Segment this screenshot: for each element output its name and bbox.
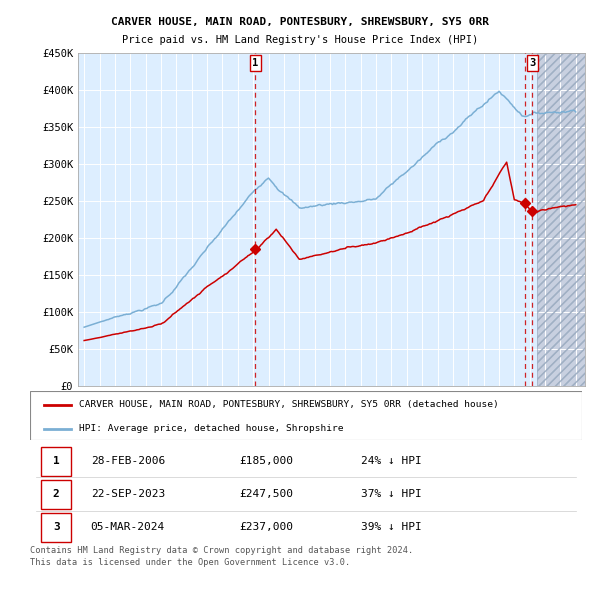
- FancyBboxPatch shape: [41, 480, 71, 509]
- Text: 2: 2: [53, 489, 59, 499]
- Bar: [538, 53, 585, 386]
- Text: Price paid vs. HM Land Registry's House Price Index (HPI): Price paid vs. HM Land Registry's House …: [122, 35, 478, 45]
- Text: 22-SEP-2023: 22-SEP-2023: [91, 489, 165, 499]
- Text: £237,000: £237,000: [240, 522, 294, 532]
- Text: CARVER HOUSE, MAIN ROAD, PONTESBURY, SHREWSBURY, SY5 0RR (detached house): CARVER HOUSE, MAIN ROAD, PONTESBURY, SHR…: [79, 400, 499, 409]
- Text: 1: 1: [253, 58, 259, 68]
- Text: 37% ↓ HPI: 37% ↓ HPI: [361, 489, 422, 499]
- Text: 1: 1: [53, 456, 59, 466]
- Text: 3: 3: [529, 58, 536, 68]
- Text: HPI: Average price, detached house, Shropshire: HPI: Average price, detached house, Shro…: [79, 424, 343, 434]
- FancyBboxPatch shape: [41, 447, 71, 476]
- Text: 05-MAR-2024: 05-MAR-2024: [91, 522, 165, 532]
- Text: CARVER HOUSE, MAIN ROAD, PONTESBURY, SHREWSBURY, SY5 0RR: CARVER HOUSE, MAIN ROAD, PONTESBURY, SHR…: [111, 17, 489, 27]
- Text: 39% ↓ HPI: 39% ↓ HPI: [361, 522, 422, 532]
- Text: £185,000: £185,000: [240, 456, 294, 466]
- Text: 3: 3: [53, 522, 59, 532]
- Text: 24% ↓ HPI: 24% ↓ HPI: [361, 456, 422, 466]
- Bar: [538, 53, 585, 386]
- Text: Contains HM Land Registry data © Crown copyright and database right 2024.: Contains HM Land Registry data © Crown c…: [30, 546, 413, 555]
- Text: £247,500: £247,500: [240, 489, 294, 499]
- Text: This data is licensed under the Open Government Licence v3.0.: This data is licensed under the Open Gov…: [30, 558, 350, 567]
- FancyBboxPatch shape: [41, 513, 71, 542]
- Text: 28-FEB-2006: 28-FEB-2006: [91, 456, 165, 466]
